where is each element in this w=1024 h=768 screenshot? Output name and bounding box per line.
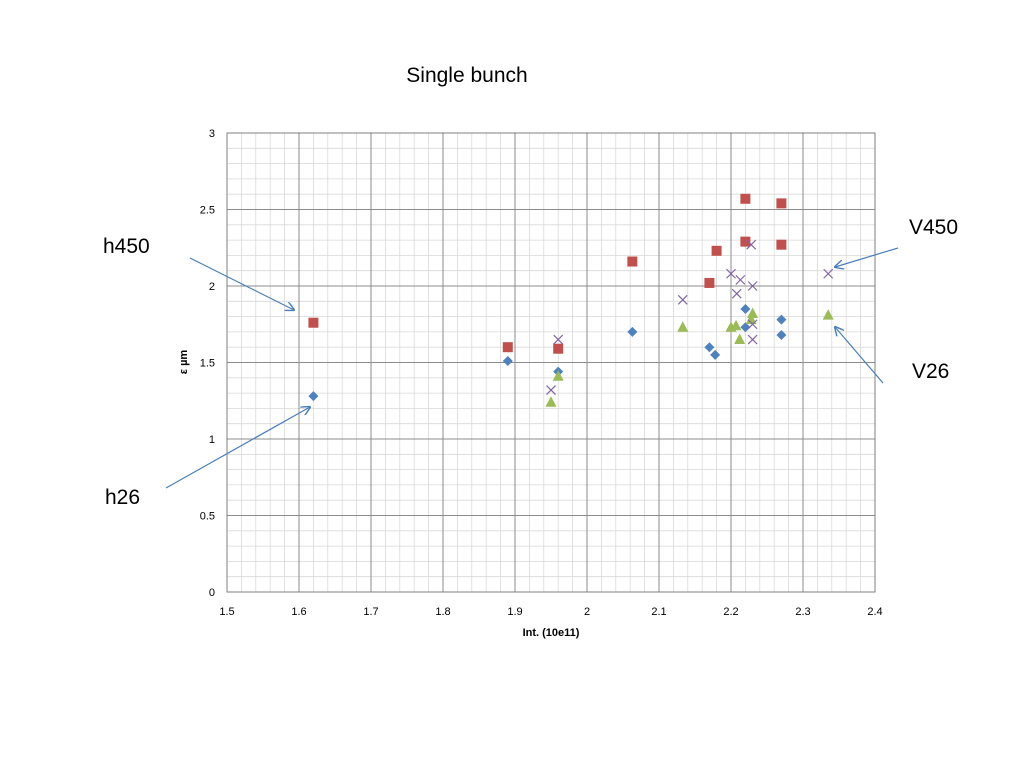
- y-tick-label: 0.5: [200, 511, 215, 523]
- data-point-x: [735, 274, 746, 285]
- data-point-square: [776, 239, 787, 250]
- data-point-diamond: [740, 303, 751, 314]
- data-point-x: [746, 239, 757, 250]
- x-tick-label: 2.2: [723, 606, 738, 618]
- data-point-diamond: [710, 349, 721, 360]
- annotation-h450-arrow: [189, 257, 294, 310]
- data-point-triangle: [745, 313, 757, 325]
- data-point-diamond: [627, 326, 638, 337]
- x-tick-label: 2.1: [651, 606, 666, 618]
- x-tick-label: 2: [584, 606, 590, 618]
- y-tick-labels: 0 0.5 1 1.5 2 2.5 3: [200, 128, 215, 599]
- data-point-triangle: [545, 396, 557, 407]
- x-tick-label: 2.4: [867, 606, 882, 618]
- data-point-triangle: [822, 309, 834, 320]
- data-point-diamond: [308, 391, 319, 402]
- y-axis-label: ε µm: [178, 350, 190, 375]
- data-point-square: [627, 256, 638, 267]
- chart-title: Single bunch: [406, 64, 527, 87]
- annotation-h26: h26: [105, 407, 310, 509]
- series-layer: [308, 193, 834, 407]
- data-point-triangle: [734, 333, 746, 345]
- data-point-square: [711, 245, 722, 256]
- data-point-diamond: [776, 314, 787, 325]
- data-point-diamond: [704, 342, 715, 353]
- series-diamond: [308, 303, 787, 402]
- data-point-triangle: [677, 321, 689, 332]
- data-point-triangle: [747, 307, 759, 319]
- annotation-h26-text: h26: [105, 486, 140, 509]
- annotation-v26-text: V26: [912, 360, 949, 383]
- data-point-x: [747, 319, 758, 330]
- annotation-h450-text: h450: [103, 235, 150, 258]
- annotation-v26: V26: [835, 327, 949, 384]
- x-tick-label: 2.3: [795, 606, 810, 618]
- data-point-square: [553, 343, 564, 354]
- series-square: [308, 193, 787, 354]
- plot-area-frame: [226, 132, 876, 593]
- data-point-square: [740, 236, 751, 247]
- data-point-triangle: [730, 319, 742, 331]
- data-point-square: [502, 342, 513, 353]
- series-triangle: [545, 307, 834, 407]
- data-point-x: [546, 385, 556, 395]
- data-point-x: [823, 268, 834, 279]
- data-point-x: [726, 268, 736, 279]
- data-point-diamond: [502, 355, 513, 366]
- x-tick-label: 1.7: [363, 606, 378, 618]
- data-point-x: [553, 334, 564, 345]
- data-point-square: [776, 198, 787, 209]
- data-point-x: [677, 294, 688, 305]
- y-tick-label: 2: [209, 281, 215, 293]
- x-tick-labels: 1.5 1.6 1.7 1.8 1.9 2 2.1 2.2 2.3 2.4: [219, 606, 882, 618]
- x-tick-label: 1.6: [291, 606, 306, 618]
- x-tick-label: 1.8: [435, 606, 450, 618]
- x-tick-label: 1.9: [507, 606, 522, 618]
- y-tick-label: 1: [209, 434, 215, 446]
- y-tick-label: 0: [209, 587, 215, 599]
- annotation-v26-arrow: [835, 327, 884, 384]
- data-point-x: [747, 281, 758, 291]
- annotation-v450-arrow: [835, 247, 899, 267]
- y-tick-label: 1.5: [200, 358, 215, 370]
- annotation-v450: V450: [835, 216, 958, 267]
- data-point-diamond: [740, 322, 751, 333]
- y-tick-label: 2.5: [200, 205, 215, 217]
- data-point-x: [747, 334, 758, 345]
- annotation-h26-arrow: [165, 407, 310, 489]
- data-point-square: [704, 277, 715, 288]
- data-point-square: [308, 317, 319, 328]
- y-tick-label: 3: [209, 128, 215, 140]
- annotation-v450-text: V450: [909, 216, 958, 239]
- data-point-square: [740, 193, 751, 204]
- x-axis-label: Int. (10e11): [523, 627, 580, 639]
- data-point-triangle: [552, 370, 564, 381]
- series-x: [546, 239, 834, 395]
- data-point-diamond: [776, 329, 787, 340]
- x-tick-label: 1.5: [219, 606, 234, 618]
- annotation-h450: h450: [103, 235, 294, 310]
- data-point-x: [731, 288, 742, 299]
